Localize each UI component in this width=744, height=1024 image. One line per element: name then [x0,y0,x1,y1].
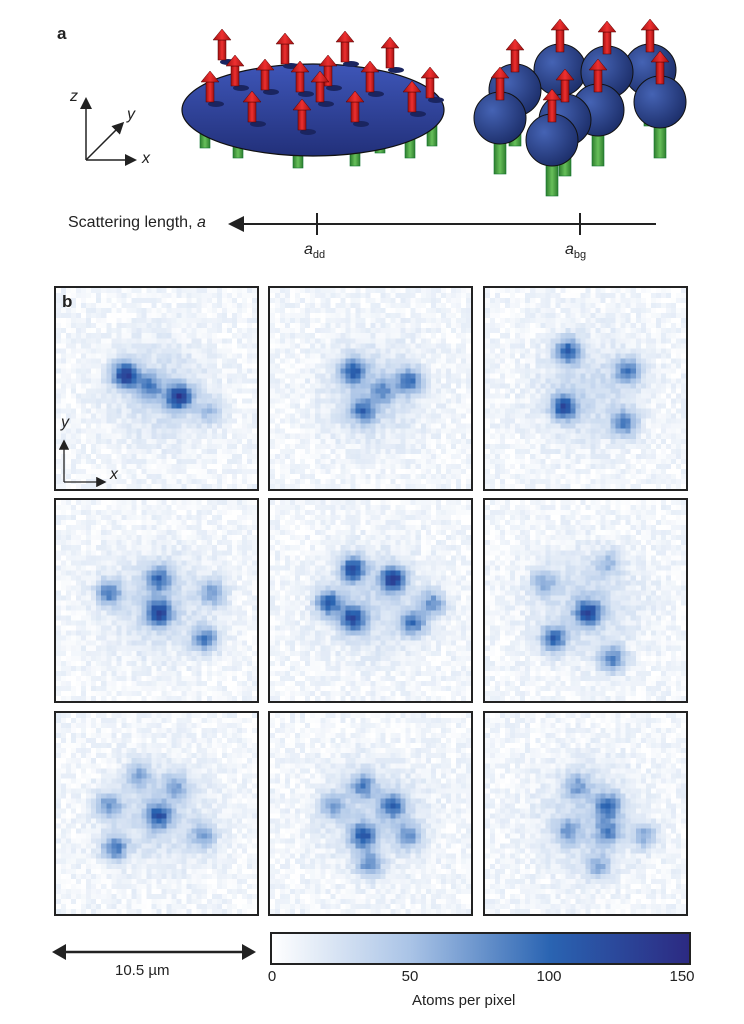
density-image-1 [54,286,259,491]
density-image-8 [268,711,473,916]
disc-spin-arrows [200,28,444,135]
density-heatmap [485,288,686,489]
density-heatmap [56,500,257,701]
density-image-3 [483,286,688,491]
density-image-7 [54,711,259,916]
scale-bar-label: 10.5 µm [115,962,170,979]
xy-axes-icon [58,439,107,488]
axis-x-label: x [142,150,150,167]
density-heatmap [270,288,471,489]
density-image-5 [268,498,473,703]
xyz-axes-icon [80,97,137,166]
colorbar-label: Atoms per pixel [412,992,516,1009]
colorbar-tick: 100 [536,968,562,985]
axis-y-label: y [127,106,135,123]
axis-y-label-b: y [61,414,69,431]
panel-a-illustration [80,18,687,235]
dipolar-disc [181,63,445,157]
colorbar [270,932,691,965]
panel-b-label: b [62,292,73,311]
scattering-length-axis [228,213,656,235]
colorbar-tick: 50 [401,968,419,985]
background-spheres [473,18,687,197]
scattering-title-text: Scattering length, [68,214,197,231]
density-image-2 [268,286,473,491]
colorbar-tick: 0 [267,968,277,985]
scattering-length-title: Scattering length, a [68,214,206,232]
scattering-title-var: a [196,214,206,231]
scale-bar-arrow [52,944,256,960]
tick-a-bg: abg [565,241,587,262]
density-image-6 [483,498,688,703]
density-heatmap [270,713,471,914]
axis-z-label: z [70,88,78,105]
density-heatmap [56,713,257,914]
density-image-9 [483,711,688,916]
tick-a-dd: add [304,241,326,262]
density-heatmap [485,713,686,914]
axis-x-label-b: x [110,466,118,483]
density-heatmap [485,500,686,701]
density-image-4 [54,498,259,703]
panel-a-label: a [57,24,67,43]
density-heatmap [56,288,257,489]
density-heatmap [270,500,471,701]
colorbar-tick: 150 [669,968,695,985]
